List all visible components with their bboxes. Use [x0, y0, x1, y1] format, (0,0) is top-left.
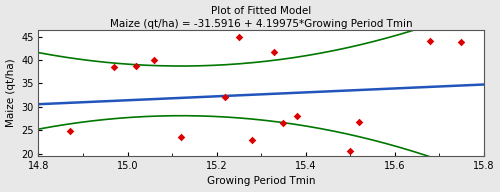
Point	[292, 115, 300, 118]
Y-axis label: Maize (qt/ha): Maize (qt/ha)	[6, 59, 16, 127]
Point	[280, 122, 287, 125]
Point	[66, 130, 74, 133]
Point	[110, 65, 118, 69]
Point	[426, 40, 434, 43]
Point	[222, 95, 230, 98]
Point	[177, 136, 185, 139]
X-axis label: Growing Period Tmin: Growing Period Tmin	[207, 176, 316, 186]
Point	[132, 64, 140, 67]
Point	[458, 41, 466, 44]
Point	[346, 150, 354, 153]
Title: Plot of Fitted Model
Maize (qt/ha) = -31.5916 + 4.19975*Growing Period Tmin: Plot of Fitted Model Maize (qt/ha) = -31…	[110, 6, 412, 29]
Point	[248, 138, 256, 141]
Point	[235, 36, 243, 39]
Point	[355, 121, 363, 124]
Point	[150, 58, 158, 61]
Point	[270, 50, 278, 53]
